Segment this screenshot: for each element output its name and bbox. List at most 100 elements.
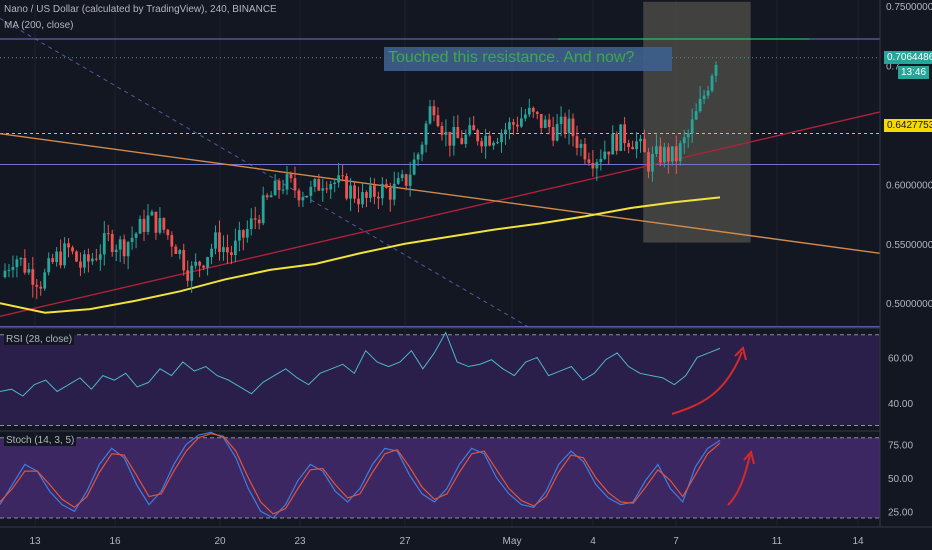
candle-body[interactable] (428, 106, 432, 124)
candle-body[interactable] (134, 233, 138, 238)
candle-body[interactable] (531, 107, 535, 112)
candle-body[interactable] (190, 265, 194, 281)
candle-body[interactable] (79, 261, 82, 268)
trend-line[interactable] (0, 111, 881, 317)
candle-body[interactable] (241, 230, 245, 238)
candle-body[interactable] (142, 218, 146, 233)
candle-body[interactable] (400, 174, 404, 179)
candle-body[interactable] (607, 151, 611, 155)
candle-body[interactable] (55, 251, 59, 262)
candle-body[interactable] (214, 232, 217, 249)
candle-body[interactable] (714, 64, 718, 76)
candle-body[interactable] (690, 119, 694, 134)
candle-body[interactable] (508, 122, 511, 130)
candle-body[interactable] (591, 162, 595, 169)
candle-body[interactable] (170, 235, 174, 247)
candle-body[interactable] (388, 187, 392, 200)
candle-body[interactable] (349, 185, 352, 199)
candle-body[interactable] (496, 142, 499, 144)
candle-body[interactable] (59, 251, 62, 266)
candle-body[interactable] (694, 111, 698, 120)
trend-line-dashed[interactable] (0, 17, 529, 328)
candle-body[interactable] (98, 254, 102, 260)
candle-body[interactable] (567, 118, 571, 134)
rsi-pane[interactable] (0, 331, 880, 426)
candle-body[interactable] (484, 135, 488, 147)
candle-body[interactable] (39, 286, 43, 289)
candle-body[interactable] (631, 147, 634, 150)
candle-body[interactable] (535, 111, 539, 114)
candle-body[interactable] (317, 179, 321, 191)
candle-body[interactable] (87, 254, 90, 262)
candle-body[interactable] (198, 261, 202, 266)
candle-body[interactable] (468, 125, 472, 135)
annotation-box[interactable] (384, 47, 672, 71)
candle-body[interactable] (249, 218, 253, 229)
candle-body[interactable] (666, 147, 670, 162)
stoch-pane[interactable] (0, 431, 880, 519)
candle-body[interactable] (273, 180, 277, 196)
candle-body[interactable] (674, 146, 678, 162)
candle-body[interactable] (114, 249, 118, 253)
stoch-label[interactable]: Stoch (14, 3, 5) (6, 435, 75, 446)
candle-body[interactable] (293, 178, 297, 191)
candle-body[interactable] (305, 195, 309, 198)
candle-body[interactable] (162, 218, 166, 230)
candle-body[interactable] (404, 174, 408, 186)
candle-body[interactable] (706, 90, 710, 96)
trend-line[interactable] (0, 132, 881, 254)
candle-body[interactable] (27, 269, 31, 273)
candle-body[interactable] (373, 185, 376, 197)
candle-body[interactable] (313, 179, 317, 187)
candle-body[interactable] (230, 252, 233, 255)
candle-body[interactable] (94, 258, 98, 260)
candle-body[interactable] (527, 107, 531, 115)
candle-body[interactable] (106, 233, 110, 235)
candle-body[interactable] (261, 195, 265, 224)
candle-body[interactable] (337, 175, 341, 183)
candle-body[interactable] (512, 122, 515, 125)
candle-body[interactable] (571, 118, 575, 137)
candle-body[interactable] (47, 258, 51, 273)
candle-body[interactable] (500, 133, 503, 143)
candle-body[interactable] (11, 267, 15, 270)
candle-body[interactable] (154, 211, 158, 233)
candle-body[interactable] (643, 138, 646, 153)
candle-body[interactable] (579, 143, 583, 148)
candle-body[interactable] (15, 259, 19, 268)
candle-body[interactable] (547, 119, 551, 128)
candle-body[interactable] (615, 133, 619, 151)
candle-body[interactable] (655, 146, 658, 155)
candle-body[interactable] (678, 143, 682, 162)
candle-body[interactable] (436, 115, 440, 127)
candle-body[interactable] (178, 250, 182, 254)
candle-body[interactable] (611, 133, 615, 155)
candle-body[interactable] (329, 183, 333, 190)
candle-body[interactable] (3, 270, 7, 278)
candle-body[interactable] (23, 258, 27, 273)
candle-body[interactable] (226, 247, 229, 253)
candle-body[interactable] (702, 95, 706, 99)
candle-body[interactable] (186, 270, 190, 281)
candle-body[interactable] (595, 162, 599, 169)
candle-body[interactable] (257, 219, 261, 224)
candle-body[interactable] (662, 147, 666, 163)
candle-body[interactable] (539, 113, 543, 128)
candle-body[interactable] (516, 124, 519, 127)
candle-body[interactable] (51, 258, 55, 262)
candle-body[interactable] (555, 124, 559, 141)
candle-body[interactable] (345, 176, 348, 199)
candle-body[interactable] (599, 158, 603, 163)
candle-body[interactable] (432, 106, 436, 116)
candle-body[interactable] (321, 188, 325, 191)
candle-body[interactable] (472, 125, 476, 131)
candle-body[interactable] (269, 195, 273, 198)
shaded-region[interactable] (643, 1, 751, 243)
candle-body[interactable] (7, 269, 11, 271)
candle-body[interactable] (523, 114, 527, 119)
candle-body[interactable] (559, 116, 563, 125)
candle-body[interactable] (563, 116, 567, 134)
candle-body[interactable] (130, 237, 134, 243)
candle-body[interactable] (519, 118, 523, 127)
candle-body[interactable] (110, 233, 114, 253)
